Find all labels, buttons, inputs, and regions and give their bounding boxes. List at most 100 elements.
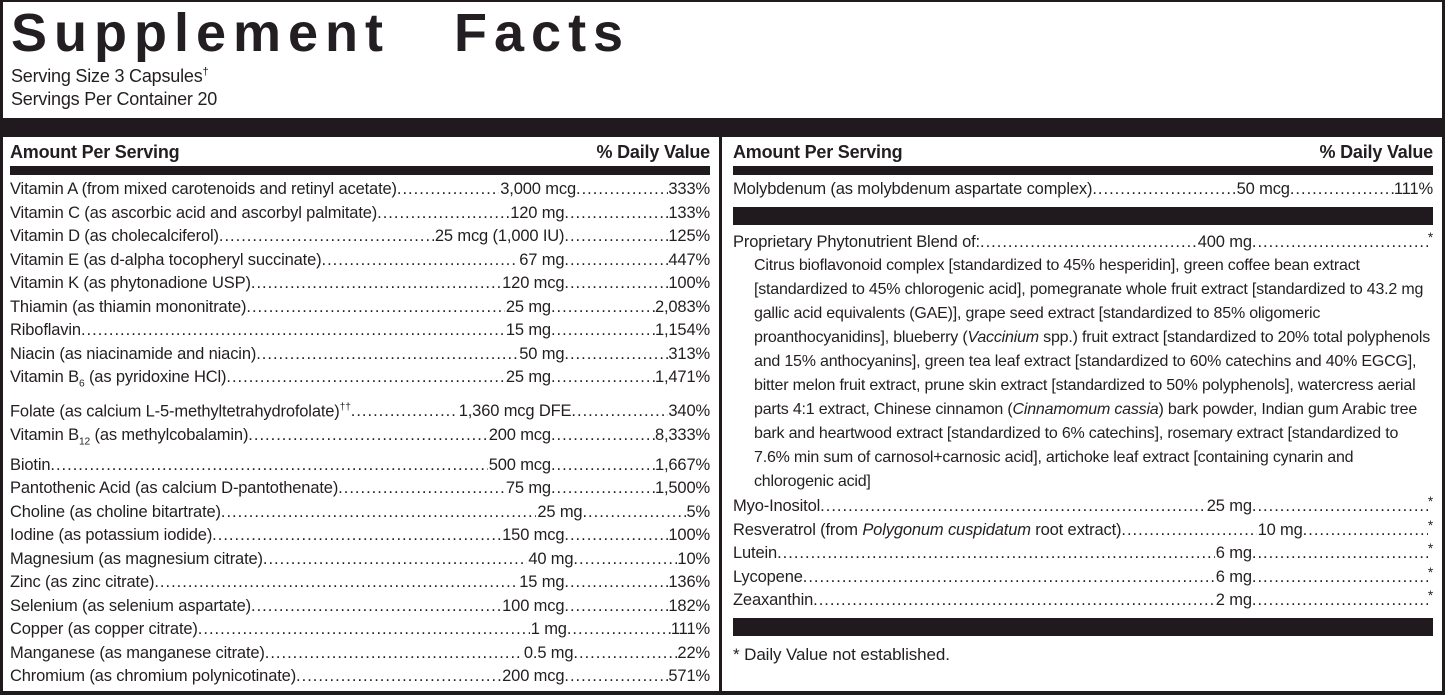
- daily-value: 111%: [1393, 180, 1433, 199]
- ingredient-name: Myo-Inositol: [733, 497, 821, 516]
- ingredient-amount: 25 mg: [1206, 497, 1252, 516]
- ingredient-name: Zinc (as zinc citrate): [10, 573, 155, 592]
- table-row: Vitamin C (as ascorbic acid and ascorbyl…: [10, 202, 710, 226]
- daily-value: *: [1427, 565, 1433, 580]
- ingredient-amount: 1 mg: [530, 620, 567, 639]
- ingredient-name: Vitamin A (from mixed carotenoids and re…: [10, 180, 397, 199]
- dot-leader: [265, 642, 523, 666]
- daily-value: 340%: [668, 402, 710, 421]
- daily-value: 571%: [668, 667, 710, 686]
- dot-leader: [551, 454, 655, 478]
- table-row: Pantothenic Acid (as calcium D-pantothen…: [10, 477, 710, 501]
- daily-value: 136%: [668, 573, 710, 592]
- table-row: Vitamin E (as d-alpha tocopheryl succina…: [10, 249, 710, 273]
- ingredient-name: Selenium (as selenium aspartate): [10, 596, 251, 615]
- dot-leader: [564, 343, 668, 367]
- daily-value: 313%: [668, 344, 710, 363]
- dot-leader: [564, 571, 668, 595]
- dot-leader: [198, 618, 530, 642]
- ingredient-amount: 400 mg: [1197, 232, 1252, 251]
- dot-leader: [564, 202, 668, 226]
- daily-value-header: % Daily Value: [596, 142, 711, 163]
- ingredient-name: Chromium (as chromium polynicotinate): [10, 667, 297, 686]
- dot-leader: [564, 249, 668, 273]
- column-header: Amount Per Serving % Daily Value: [733, 140, 1433, 166]
- ingredient-name: Biotin: [10, 455, 51, 474]
- daily-value: 333%: [668, 180, 710, 199]
- ingredient-name: Proprietary Phytonutrient Blend of:: [733, 232, 980, 251]
- dot-leader: [1252, 566, 1428, 590]
- column-header: Amount Per Serving % Daily Value: [10, 140, 710, 166]
- ingredient-rows: Vitamin A (from mixed carotenoids and re…: [10, 178, 710, 689]
- table-row: Molybdenum (as molybdenum aspartate comp…: [733, 178, 1433, 202]
- ingredient-name: Thiamin (as thiamin mononitrate): [10, 297, 247, 316]
- dot-leader: [567, 618, 671, 642]
- dot-leader: [551, 424, 655, 448]
- daily-value: 100%: [668, 274, 710, 293]
- ingredient-name: Vitamin E (as d-alpha tocopheryl succina…: [10, 250, 322, 269]
- table-row: Folate (as calcium L-5-methyltetrahydrof…: [10, 396, 710, 424]
- daily-value: *: [1427, 589, 1433, 604]
- table-row: Vitamin K (as phytonadione USP) 120 mcg 10…: [10, 272, 710, 296]
- dot-leader: [251, 595, 501, 619]
- ingredient-name: Molybdenum (as molybdenum aspartate comp…: [733, 180, 1093, 199]
- dot-leader: [338, 477, 505, 501]
- daily-value-header: % Daily Value: [1319, 142, 1434, 163]
- dot-leader: [397, 178, 499, 202]
- nutrition-table: Amount Per Serving % Daily Value Vitamin…: [3, 137, 1442, 691]
- ingredient-name: Magnesium (as magnesium citrate): [10, 549, 263, 568]
- daily-value: 8,333%: [654, 425, 710, 444]
- ingredient-name: Vitamin K (as phytonadione USP): [10, 274, 251, 293]
- table-row: Thiamin (as thiamin mononitrate) 25 mg 2,0…: [10, 296, 710, 320]
- ingredient-amount: 40 mg: [528, 549, 574, 568]
- daily-value: 5%: [686, 502, 710, 521]
- ingredient-amount: 6 mg: [1215, 544, 1252, 563]
- dot-leader: [571, 400, 668, 424]
- daily-value: 1,154%: [654, 321, 710, 340]
- ingredient-name: Riboflavin: [10, 321, 81, 340]
- daily-value: 182%: [668, 596, 710, 615]
- ingredient-amount: 25 mg: [505, 297, 551, 316]
- ingredient-amount: 25 mcg (1,000 IU): [434, 227, 565, 246]
- daily-value: 133%: [668, 203, 710, 222]
- dot-leader: [803, 566, 1215, 590]
- dot-leader: [221, 501, 536, 525]
- ingredient-amount: 500 mcg: [488, 455, 551, 474]
- dot-leader: [813, 589, 1215, 613]
- ingredient-amount: 3,000 mcg: [500, 180, 576, 199]
- ingredient-name: Lycopene: [733, 567, 803, 586]
- ingredient-name: Iodine (as potassium iodide): [10, 526, 213, 545]
- daily-value: 10%: [677, 549, 710, 568]
- table-row: Iodine (as potassium iodide) 150 mcg 100%: [10, 524, 710, 548]
- table-row: Vitamin D (as cholecalciferol) 25 mcg (1,…: [10, 225, 710, 249]
- left-column: Amount Per Serving % Daily Value Vitamin…: [3, 137, 722, 691]
- dot-leader: [1121, 519, 1256, 543]
- dot-leader: [351, 400, 458, 424]
- ingredient-name: Vitamin C (as ascorbic acid and ascorbyl…: [10, 203, 378, 222]
- separator-bar: [733, 206, 1433, 225]
- ingredient-name: Copper (as copper citrate): [10, 620, 198, 639]
- ingredient-name: Vitamin D (as cholecalciferol): [10, 227, 219, 246]
- dot-leader: [246, 296, 504, 320]
- daily-value: *: [1427, 495, 1433, 510]
- separator-bar: [733, 166, 1433, 176]
- dot-leader: [564, 272, 668, 296]
- table-row: Chromium (as chromium polynicotinate) 200…: [10, 665, 710, 689]
- dot-leader: [551, 477, 655, 501]
- ingredient-name: Niacin (as niacinamide and niacin): [10, 344, 257, 363]
- dot-leader: [564, 524, 668, 548]
- blend-row: Proprietary Phytonutrient Blend of: 400 m…: [733, 231, 1433, 255]
- ingredient-amount: 200 mcg: [488, 425, 551, 444]
- dot-leader: [1092, 178, 1235, 202]
- daily-value: 1,667%: [654, 455, 710, 474]
- daily-value: *: [1427, 230, 1433, 245]
- ingredient-name: Vitamin B6 (as pyridoxine HCl): [10, 368, 227, 390]
- ingredient-amount: 15 mg: [505, 321, 551, 340]
- table-row: Lutein 6 mg *: [733, 542, 1433, 566]
- table-row: Riboflavin 15 mg 1,154%: [10, 319, 710, 343]
- daily-value: 125%: [668, 227, 710, 246]
- ingredient-name: Resveratrol (from Polygonum cuspidatum r…: [733, 520, 1122, 539]
- ingredient-name: Pantothenic Acid (as calcium D-pantothen…: [10, 479, 339, 498]
- page-title: Supplement Facts: [11, 3, 631, 63]
